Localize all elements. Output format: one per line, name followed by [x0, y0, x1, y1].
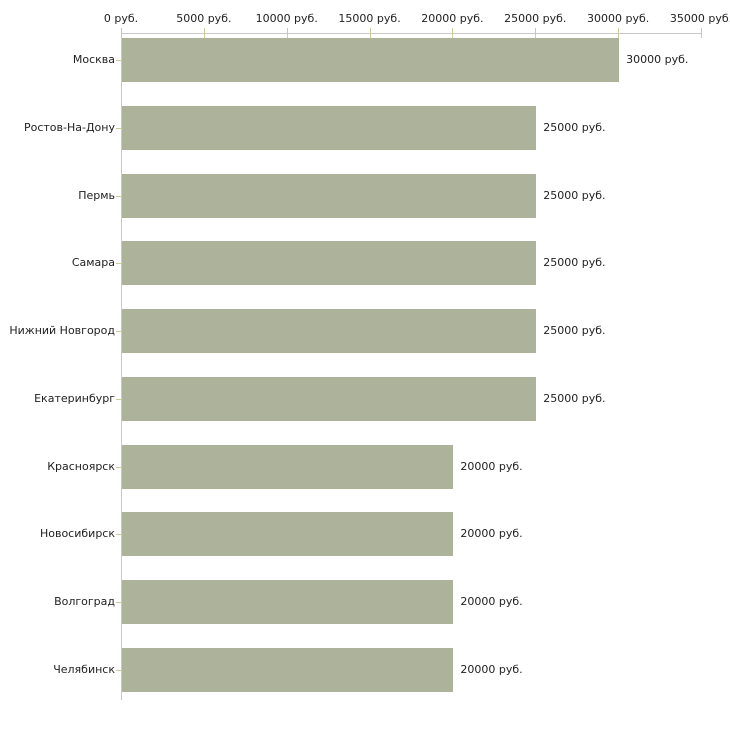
- category-axis-tick: [116, 195, 121, 197]
- category-axis-tick: [116, 60, 121, 61]
- x-axis-tick: [701, 28, 702, 38]
- bar-value-label: 25000 руб.: [543, 120, 606, 134]
- x-axis-tick: [121, 28, 122, 38]
- bar: [122, 309, 537, 353]
- x-axis-tick-label: 15000 руб.: [338, 12, 401, 25]
- category-label: Ростов-На-Дону: [23, 120, 115, 134]
- x-axis-tick-label: 25000 руб.: [504, 12, 567, 25]
- bar-value-label: 25000 руб.: [543, 188, 606, 202]
- category-label: Пермь: [78, 188, 115, 202]
- x-axis-tick: [286, 28, 288, 38]
- category-label: Новосибирск: [39, 527, 115, 541]
- bar: [122, 105, 537, 150]
- category-label: Волгоград: [54, 595, 115, 608]
- x-axis-tick-label: 5000 руб.: [176, 12, 232, 25]
- category-label: Красноярск: [47, 459, 115, 473]
- category-label: Нижний Новгород: [9, 324, 115, 337]
- category-axis-tick: [116, 127, 121, 129]
- x-axis-tick-label: 35000 руб.: [669, 12, 730, 25]
- plot-area: [121, 33, 701, 700]
- category-label: Челябинск: [53, 662, 115, 676]
- category-label: Москва: [72, 53, 115, 66]
- category-label: Екатеринбург: [34, 391, 115, 405]
- category-axis-tick: [116, 602, 121, 603]
- x-axis-tick: [535, 28, 537, 38]
- bar-value-label: 25000 руб.: [543, 256, 606, 270]
- bar: [122, 173, 537, 218]
- category-label: Самара: [71, 256, 115, 270]
- bar-value-label: 20000 руб.: [460, 595, 523, 608]
- bar-value-label: 25000 руб.: [543, 324, 606, 337]
- category-axis-tick: [116, 534, 121, 536]
- category-axis-tick: [116, 398, 121, 400]
- x-axis-tick-label: 0 руб.: [103, 12, 139, 25]
- x-axis-tick: [369, 28, 371, 38]
- bar: [122, 647, 454, 692]
- x-axis-tick-label: 20000 руб.: [421, 12, 484, 25]
- category-axis-tick: [116, 263, 121, 265]
- x-axis-tick: [618, 28, 620, 38]
- bar: [122, 512, 454, 557]
- category-axis-tick: [116, 331, 121, 332]
- bar: [122, 241, 537, 286]
- bar-value-label: 25000 руб.: [543, 391, 606, 405]
- bar-value-label: 20000 руб.: [460, 459, 523, 473]
- x-axis-tick: [452, 28, 454, 38]
- bar-value-label: 20000 руб.: [460, 662, 523, 676]
- x-axis-tick: [203, 28, 205, 38]
- bar-value-label: 30000 руб.: [626, 53, 689, 66]
- bar: [122, 444, 454, 489]
- bar-value-label: 20000 руб.: [460, 527, 523, 541]
- category-axis-tick: [116, 466, 121, 468]
- bar: [122, 38, 620, 82]
- bar: [122, 580, 454, 624]
- x-axis-tick-label: 30000 руб.: [587, 12, 650, 25]
- x-axis-tick-label: 10000 руб.: [255, 12, 318, 25]
- category-axis-tick: [116, 669, 121, 671]
- bar: [122, 376, 537, 421]
